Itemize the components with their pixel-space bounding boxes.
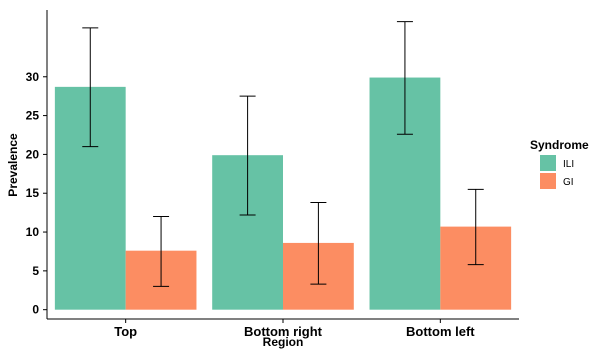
- error-bar: [153, 216, 170, 287]
- bars: [54, 77, 512, 310]
- x-axis-title: Region: [263, 335, 304, 349]
- error-bar: [239, 95, 256, 216]
- error-bar: [82, 27, 99, 148]
- x-tick-label: Bottom right: [244, 324, 323, 339]
- y-tick-label: 5: [32, 264, 39, 278]
- x-axis: Top Bottom right Bottom left: [47, 318, 519, 339]
- y-tick-label: 15: [26, 186, 40, 200]
- y-axis: 0 5 10 15 20 25 30: [26, 10, 48, 319]
- y-tick-label: 10: [26, 225, 40, 239]
- error-bar: [396, 21, 413, 135]
- error-bar: [310, 202, 327, 285]
- x-tick-label: Bottom left: [406, 324, 475, 339]
- y-tick-label: 0: [32, 303, 39, 317]
- legend: Syndrome ILI GI: [530, 138, 589, 189]
- x-tick-label: Top: [114, 324, 137, 339]
- error-bar: [467, 188, 484, 266]
- y-axis-title: Prevalence: [6, 133, 20, 197]
- legend-label-gi: GI: [563, 177, 574, 188]
- legend-swatch-ili: [540, 155, 556, 171]
- y-tick-label: 30: [26, 70, 40, 84]
- y-tick-label: 20: [26, 147, 40, 161]
- legend-title: Syndrome: [530, 138, 589, 152]
- legend-label-ili: ILI: [563, 159, 574, 170]
- legend-swatch-gi: [540, 173, 556, 189]
- error-bars: [82, 21, 484, 287]
- y-tick-label: 25: [26, 109, 40, 123]
